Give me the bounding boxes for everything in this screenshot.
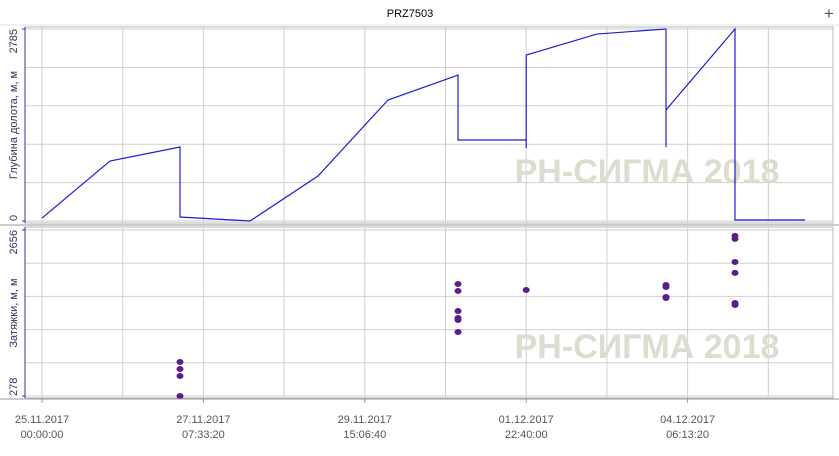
point [454,328,462,335]
watermark: РН-СИГМА 2018 [515,328,780,366]
y-tick-label: 2785 [8,29,20,53]
point [662,294,670,301]
y-tick-label: 2656 [8,230,20,254]
point [454,316,462,323]
x-tick-label: 25.11.2017 00:00:00 [14,414,70,441]
point [662,283,670,290]
depth-line [41,27,806,222]
y-tick-label: 278 [8,378,20,396]
x-tick-label: 04.12.2017 06:13:20 [660,414,716,441]
y-axis-label: Глубина долота, м, м [8,71,20,179]
point [731,235,739,242]
chart-title: PRZ7503 [387,8,433,20]
point [176,372,184,379]
watermark: РН-СИГМА 2018 [515,153,780,191]
point [731,258,739,265]
plot-area [24,26,834,224]
x-tick-label: 27.11.2017 07:33:20 [176,414,231,441]
point [176,359,184,366]
point [176,365,184,372]
x-tick-label: 01.12.2017 22:40:00 [498,414,554,441]
plot-area [24,226,834,399]
add-button[interactable]: + [824,4,834,23]
point [454,280,462,287]
point [454,307,462,314]
point [731,269,739,276]
y-axis-label: Затяжки, м, м [8,278,20,347]
y-tick-label: 0 [8,215,20,221]
x-tick-label: 29.11.2017 15:06:40 [337,414,392,441]
point [522,286,530,293]
point [731,301,739,308]
point [176,393,184,399]
point [454,287,462,294]
